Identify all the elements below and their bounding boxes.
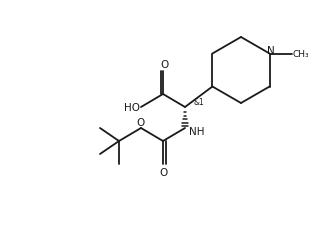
Text: &1: &1	[194, 98, 204, 107]
Text: O: O	[136, 117, 144, 127]
Text: NH: NH	[189, 126, 205, 136]
Text: O: O	[159, 167, 167, 177]
Text: N: N	[267, 45, 275, 55]
Text: O: O	[160, 60, 168, 70]
Text: CH₃: CH₃	[292, 50, 309, 59]
Text: HO: HO	[124, 103, 140, 112]
